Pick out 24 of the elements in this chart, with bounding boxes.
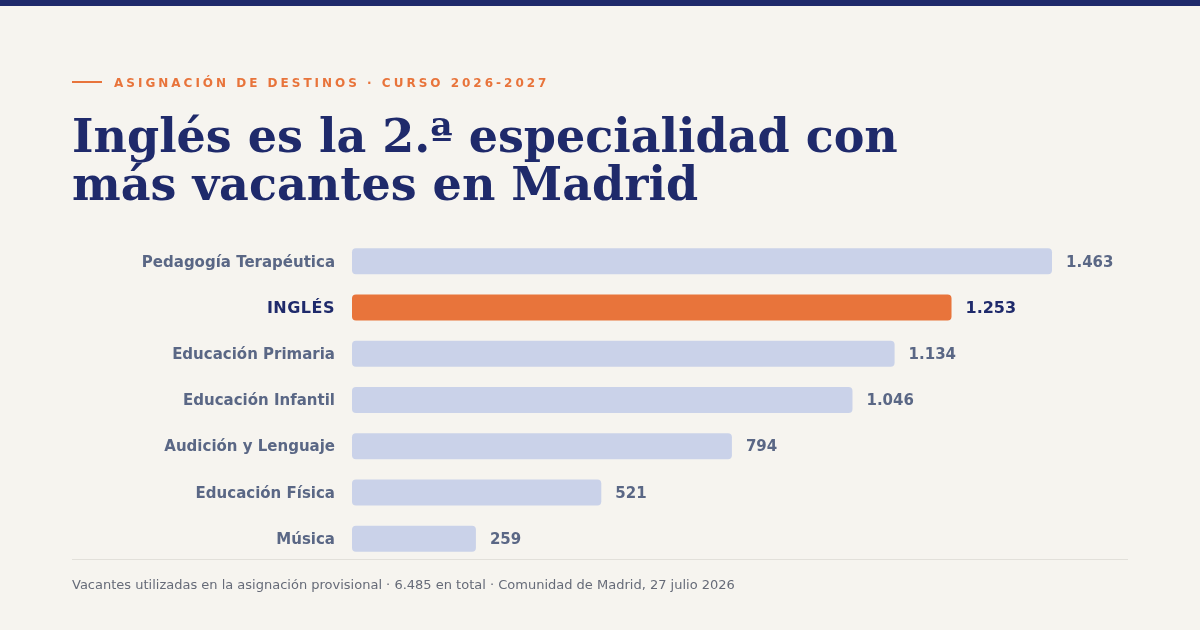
chart-subtitle: ASIGNACIÓN DE DESTINOS · CURSO 2026-2027 <box>114 75 550 90</box>
data-label: 259 <box>489 529 522 548</box>
data-label: 1.463 <box>1066 252 1114 271</box>
data-label: 1.134 <box>908 345 957 364</box>
bar <box>352 340 895 367</box>
data-label: 1.046 <box>866 391 914 410</box>
data-label: 521 <box>615 483 647 502</box>
bar <box>352 479 602 506</box>
chart-title: Inglés es la 2.ª especialidad con más vacantes en Madrid <box>72 109 898 211</box>
y-tick-label: Música <box>276 529 335 548</box>
text: Vacantes utilizadas en la asignación provisional · 6.485 en total · Comunidad de Madrid, 27 julio 2026 <box>72 576 736 594</box>
bar <box>352 294 952 321</box>
y-tick-label: Pedagogía Terapéutica <box>141 252 335 271</box>
data-label: 1.253 <box>965 298 1017 318</box>
data-label: 794 <box>745 437 778 456</box>
bar <box>352 433 732 460</box>
y-tick-label: INGLÉS <box>266 298 335 318</box>
bar <box>352 525 476 552</box>
y-tick-label: Educación Primaria <box>172 345 335 364</box>
bar <box>352 386 853 414</box>
y-tick-label: Educación Infantil <box>183 391 335 410</box>
y-tick-label: Educación Física <box>195 483 335 502</box>
bar <box>352 248 1052 275</box>
y-tick-label: Audición y Lenguaje <box>164 437 335 456</box>
